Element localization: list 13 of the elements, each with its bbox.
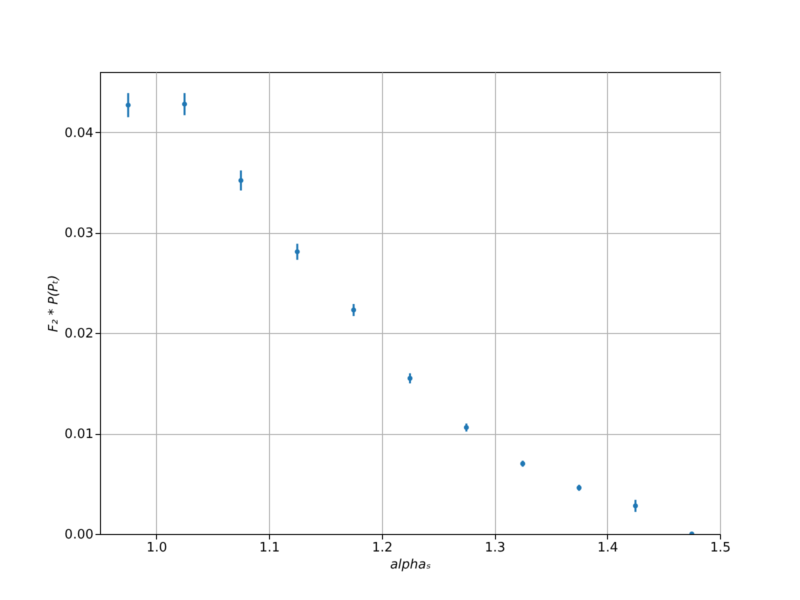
x-axis-title: alphaₛ	[390, 558, 432, 572]
y-tick-label: 0.02	[64, 326, 94, 342]
y-tick-label: 0.04	[64, 126, 94, 141]
x-tick-label: 1.3	[484, 540, 506, 556]
y-tick-label: 0.00	[64, 528, 94, 542]
y-tick-label: 0.03	[64, 226, 94, 242]
x-tick-label: 1.4	[597, 540, 618, 556]
x-tick-label: 1.2	[372, 540, 393, 556]
y-axis-title: F₂ * P(Pₜ)	[46, 274, 62, 332]
y-tick-label: 0.01	[64, 427, 94, 442]
x-tick-label: 1.1	[259, 540, 280, 556]
x-tick-label: 1.5	[710, 540, 731, 556]
x-tick-label: 1.0	[146, 540, 168, 556]
